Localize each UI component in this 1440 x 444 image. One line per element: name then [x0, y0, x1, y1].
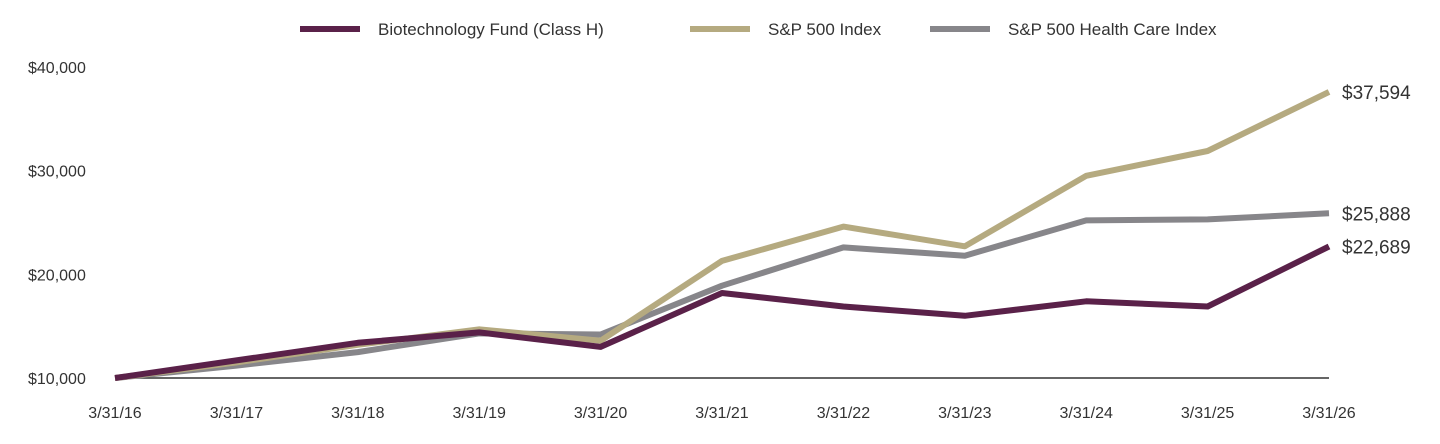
- legend-label: S&P 500 Index: [768, 20, 882, 39]
- legend-label: Biotechnology Fund (Class H): [378, 20, 604, 39]
- x-tick-label: 3/31/25: [1181, 405, 1234, 422]
- x-tick-label: 3/31/22: [817, 405, 870, 422]
- y-tick-label: $20,000: [28, 267, 86, 284]
- y-tick-label: $30,000: [28, 164, 86, 181]
- x-tick-label: 3/31/23: [938, 405, 991, 422]
- x-tick-label: 3/31/26: [1302, 405, 1355, 422]
- y-axis: $10,000 $20,000 $30,000 $40,000: [28, 60, 86, 388]
- x-axis: 3/31/16 3/31/17 3/31/18 3/31/19 3/31/20 3/31/…: [88, 377, 1356, 422]
- x-tick-label: 3/31/20: [574, 405, 627, 422]
- x-tick-label: 3/31/17: [210, 405, 263, 422]
- x-tick-label: 3/31/21: [695, 405, 748, 422]
- series-lines: [114, 89, 1331, 381]
- chart-legend: Biotechnology Fund (Class H) S&P 500 Inde…: [300, 20, 1217, 39]
- legend-label: S&P 500 Health Care Index: [1008, 20, 1217, 39]
- y-tick-label: $40,000: [28, 60, 86, 77]
- end-labels: $22,689 $37,594 $25,888: [1342, 83, 1411, 259]
- x-tick-label: 3/31/19: [453, 405, 506, 422]
- end-value-label: $37,594: [1342, 83, 1411, 104]
- end-value-label: $25,888: [1342, 204, 1411, 225]
- series-line: [114, 243, 1331, 381]
- series-line: [114, 89, 1331, 381]
- x-tick-label: 3/31/16: [88, 405, 141, 422]
- x-tick-label: 3/31/24: [1060, 405, 1113, 422]
- y-tick-label: $10,000: [28, 371, 86, 388]
- end-value-label: $22,689: [1342, 237, 1411, 258]
- series-line: [114, 210, 1330, 381]
- x-tick-label: 3/31/18: [331, 405, 384, 422]
